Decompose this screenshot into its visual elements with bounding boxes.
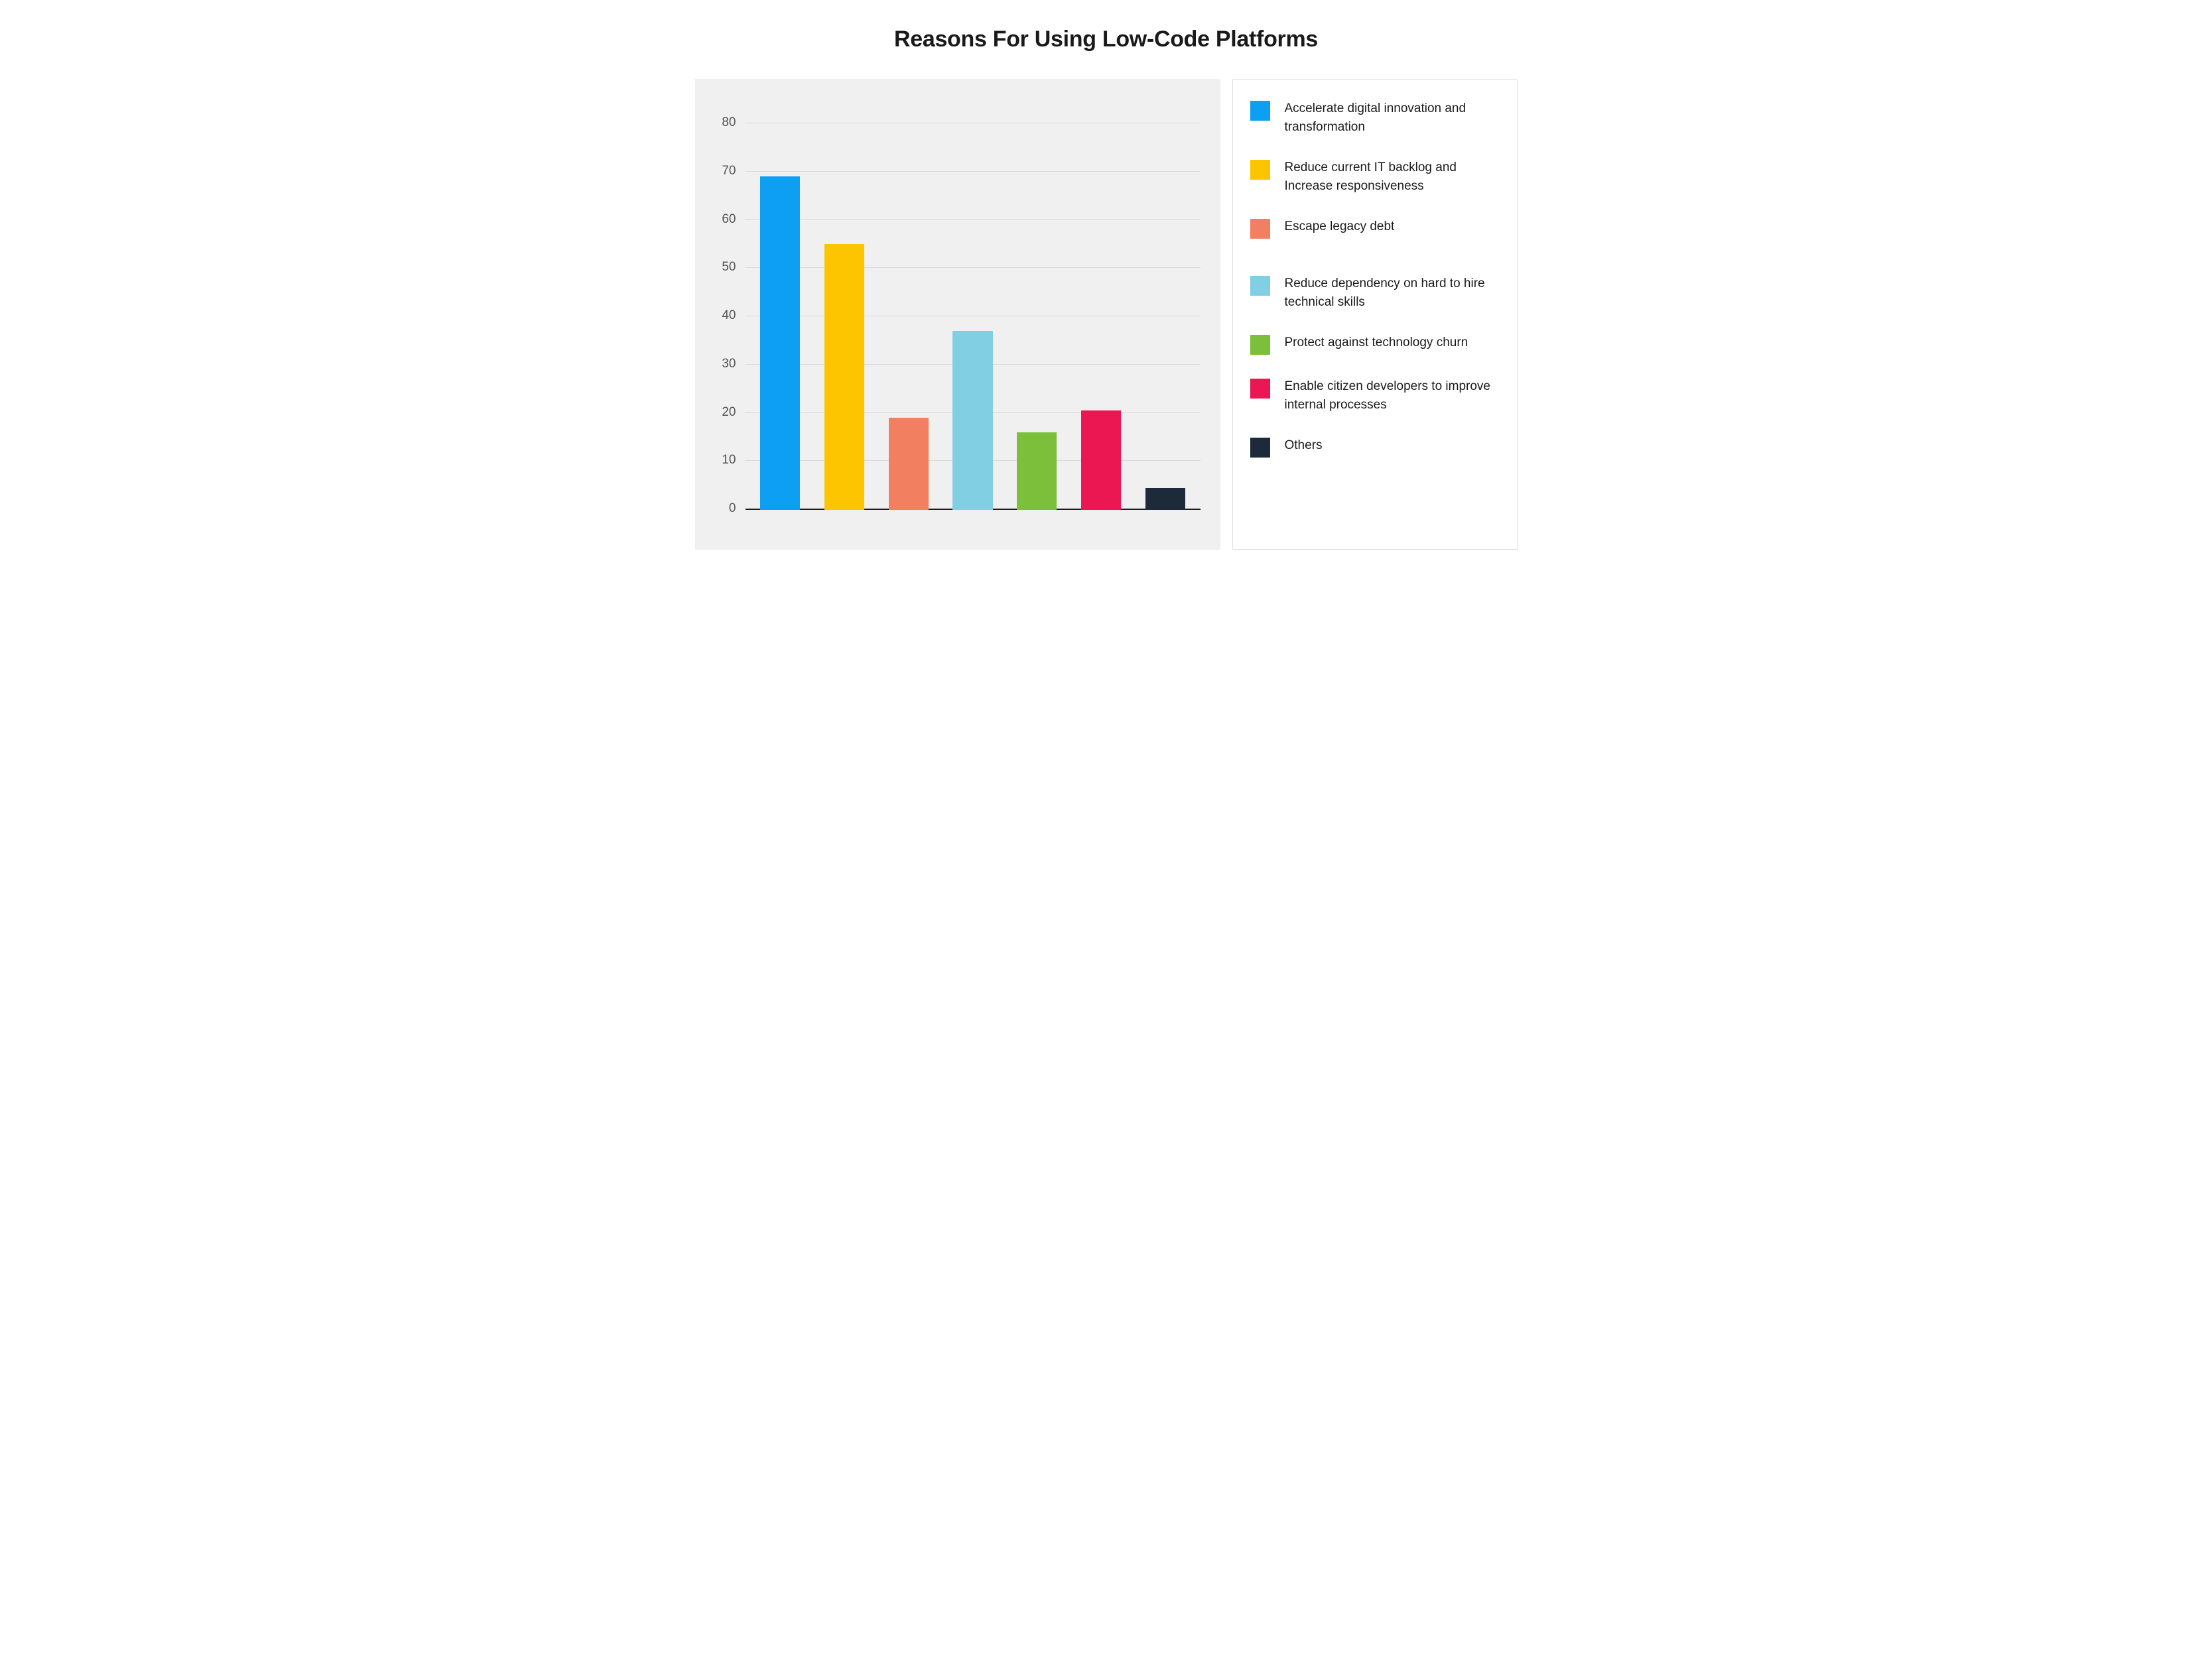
- legend-swatch: [1250, 438, 1270, 458]
- legend-swatch: [1250, 101, 1270, 121]
- bar-slot: [1005, 99, 1069, 510]
- legend-swatch: [1250, 160, 1270, 180]
- bar: [889, 418, 929, 510]
- y-tick-label: 50: [722, 260, 745, 275]
- legend-item: Reduce dependency on hard to hire techni…: [1250, 275, 1500, 311]
- legend-panel: Accelerate digital innovation and transf…: [1232, 79, 1518, 550]
- y-tick-label: 0: [729, 501, 746, 516]
- legend-label: Escape legacy debt: [1285, 217, 1395, 236]
- legend-label: Accelerate digital innovation and transf…: [1285, 99, 1500, 136]
- y-tick-label: 20: [722, 405, 745, 420]
- legend-item: Enable citizen developers to improve int…: [1250, 377, 1500, 414]
- legend-label: Protect against technology churn: [1285, 334, 1468, 352]
- y-tick-label: 60: [722, 212, 745, 227]
- bar-slot: [876, 99, 941, 510]
- bar-slot: [1069, 99, 1134, 510]
- bar: [1017, 432, 1057, 510]
- bar: [952, 331, 992, 510]
- chart-title: Reasons For Using Low-Code Platforms: [695, 27, 1518, 52]
- legend-label: Reduce current IT backlog and Increase r…: [1285, 158, 1500, 195]
- legend-item: Escape legacy debt: [1250, 217, 1500, 239]
- y-tick-label: 30: [722, 357, 745, 371]
- y-tick-label: 70: [722, 164, 745, 178]
- y-tick-label: 80: [722, 115, 745, 130]
- bar: [1081, 410, 1121, 510]
- legend-label: Reduce dependency on hard to hire techni…: [1285, 275, 1500, 311]
- bar-slot: [941, 99, 1005, 510]
- chart-content: 0 10 20 30 40 50 60 70 80 Accelerate digital inn…: [695, 79, 1518, 550]
- y-tick-label: 10: [722, 453, 745, 467]
- legend-label: Enable citizen developers to improve int…: [1285, 377, 1500, 414]
- bar: [824, 244, 864, 510]
- bar-slot: [748, 99, 813, 510]
- y-tick-label: 40: [722, 308, 745, 323]
- legend-item: Accelerate digital innovation and transf…: [1250, 99, 1500, 136]
- legend-item: Others: [1250, 436, 1500, 458]
- legend-swatch: [1250, 379, 1270, 399]
- legend-swatch: [1250, 276, 1270, 296]
- bar: [1145, 488, 1185, 510]
- legend-label: Others: [1285, 436, 1323, 455]
- bars-container: [746, 99, 1201, 510]
- legend-swatch: [1250, 335, 1270, 355]
- chart-panel: 0 10 20 30 40 50 60 70 80: [695, 79, 1220, 550]
- bar-slot: [812, 99, 876, 510]
- legend-item: Protect against technology churn: [1250, 334, 1500, 355]
- plot: 01020304050607080: [746, 99, 1201, 510]
- legend-swatch: [1250, 219, 1270, 239]
- legend-item: Reduce current IT backlog and Increase r…: [1250, 158, 1500, 195]
- bar-slot: [1134, 99, 1198, 510]
- bar: [760, 176, 800, 510]
